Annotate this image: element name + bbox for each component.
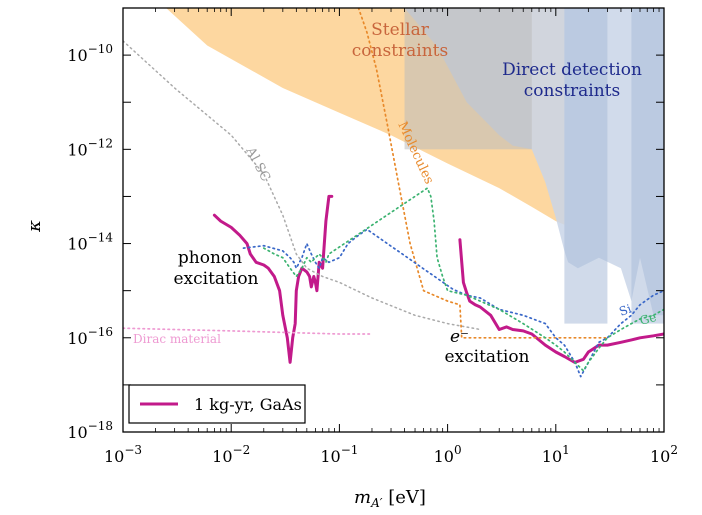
annotation-dd1: Direct detection <box>502 60 642 80</box>
annotation-electron2: excitation <box>444 347 529 367</box>
plot-frame <box>122 7 665 433</box>
y-axis-label: κ <box>24 220 45 233</box>
annotation-electron-symbol: e⁻ <box>450 327 469 347</box>
x-axis-label: mA′ [eV] <box>354 487 426 510</box>
x-tick-label-1: 10−2 <box>212 443 250 466</box>
x-tick-label-5: 102 <box>650 443 678 466</box>
x-tick-label-2: 10−1 <box>320 443 358 466</box>
legend: 1 kg-yr, GaAs <box>128 384 306 424</box>
series-line-2 <box>123 40 481 331</box>
series-line-0 <box>212 194 334 364</box>
series-line-3 <box>357 8 609 339</box>
annotation-phonon2: excitation <box>173 269 258 289</box>
y-tick-label-1: 10−16 <box>67 325 113 348</box>
x-tick-label-0: 10−3 <box>104 443 142 466</box>
axes: 10−3 10−2 10−1 100 101 102 10−18 10−16 10−14 10−1… <box>67 7 678 466</box>
series-line-1 <box>458 238 664 364</box>
y-tick-label-2: 10−14 <box>67 231 113 254</box>
region-band-0 <box>404 8 532 150</box>
series-lines <box>123 8 664 378</box>
y-tick-label-3: 10−12 <box>67 136 113 159</box>
annotation-phonon1: phonon <box>178 248 242 268</box>
annotation-stellar2: constraints <box>352 41 448 61</box>
constraint-regions <box>166 8 664 324</box>
series-line-6 <box>262 187 664 372</box>
region-band-2 <box>631 8 664 324</box>
annotation-ge: Ge <box>638 310 658 328</box>
region-band-1 <box>564 8 608 324</box>
x-tick-label-3: 100 <box>434 443 462 466</box>
annotation-dirac: Dirac material <box>133 332 221 346</box>
y-tick-label-0: 10−18 <box>67 419 113 442</box>
series-line-4 <box>123 327 373 335</box>
annotation-si: Si <box>617 301 633 318</box>
annotation-stellar1: Stellar <box>371 20 430 40</box>
series-line-5 <box>242 228 664 378</box>
y-tick-label-4: 10−10 <box>67 42 113 65</box>
annotation-dd2: constraints <box>524 81 620 101</box>
legend-label: 1 kg-yr, GaAs <box>194 395 302 414</box>
x-tick-label-4: 101 <box>542 443 570 466</box>
